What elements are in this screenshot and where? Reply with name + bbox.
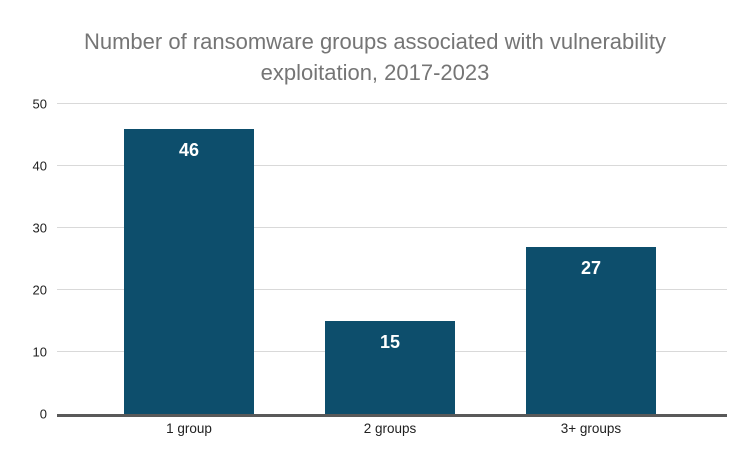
bar-1-group: 46	[124, 128, 254, 414]
y-tick-label-30: 30	[32, 220, 47, 236]
y-tick-label-20: 20	[32, 282, 47, 298]
y-tick-label-40: 40	[32, 158, 47, 174]
chart-title: Number of ransomware groups associated w…	[83, 29, 667, 85]
bar-value-label: 27	[580, 257, 601, 278]
bar-value-label: 46	[178, 139, 199, 160]
gridline-y-40	[57, 165, 727, 166]
gridline-y-30	[57, 227, 727, 228]
y-tick-label-50: 50	[32, 96, 47, 112]
y-tick-label-0: 0	[39, 406, 47, 422]
x-tick-label-2-groups: 2 groups	[363, 421, 417, 436]
x-tick-label-1-group: 1 group	[166, 421, 212, 436]
y-tick-label-10: 10	[32, 344, 47, 360]
x-axis-labels: 1 group 2 groups 3+ groups	[57, 421, 727, 439]
bar-3-groups: 27	[526, 246, 656, 414]
gridline-y-50	[57, 103, 727, 104]
bar-2-groups: 15	[325, 321, 455, 414]
plot-area: 0 10 20 30 40 50 46 15 27	[33, 98, 727, 421]
gridline-y-20	[57, 289, 727, 290]
bar-value-label: 15	[379, 332, 400, 352]
x-tick-label-3-groups: 3+ groups	[560, 421, 622, 436]
